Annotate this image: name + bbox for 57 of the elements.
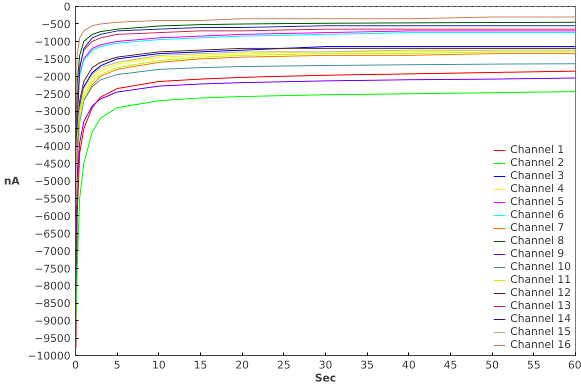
legend-label: Channel 12	[510, 286, 571, 299]
x-tick-label: 40	[402, 358, 416, 372]
y-tick-label: −7000	[34, 244, 71, 258]
y-tick-label: −7500	[34, 262, 71, 276]
y-tick-label: −5000	[34, 175, 71, 188]
line-series	[79, 46, 576, 106]
x-tick-label: 60	[568, 358, 581, 372]
x-tick-label: 15	[194, 358, 208, 372]
x-tick-label: 0	[72, 358, 80, 372]
y-tick-label: −10000	[28, 350, 71, 362]
y-tick-label: −8000	[34, 280, 71, 293]
legend-label: Channel 11	[510, 273, 571, 286]
y-tick-label: −3500	[34, 122, 71, 136]
x-tick-label: 50	[485, 358, 500, 372]
legend-label: Channel 8	[510, 234, 564, 247]
y-tick-label: −6000	[34, 210, 71, 223]
line-series	[76, 91, 576, 322]
y-tick-label: −3000	[34, 105, 71, 118]
y-tick-label: −2000	[34, 70, 71, 84]
y-tick-label: −8500	[34, 297, 71, 310]
y-tick-label: −1500	[34, 52, 71, 66]
y-tick-label: −9500	[34, 332, 71, 346]
x-tick-label: 25	[277, 358, 291, 372]
y-tick-label: −4000	[34, 140, 71, 154]
legend-label: Channel 16	[510, 338, 571, 351]
x-tick-label: 45	[444, 358, 458, 372]
legend-label: Channel 10	[510, 260, 571, 273]
y-tick-label: −9000	[34, 314, 71, 328]
line-series	[76, 70, 576, 350]
x-tick-label: 10	[152, 358, 166, 372]
legend-label: Channel 14	[510, 312, 571, 325]
legend-label: Channel 5	[510, 195, 564, 208]
legend-label: Channel 2	[510, 156, 564, 169]
x-tick-label: 5	[114, 358, 121, 372]
y-tick-label: −1000	[34, 35, 71, 48]
y-tick-label: −4500	[34, 158, 71, 171]
y-tick-label: −5500	[34, 192, 71, 206]
y-tick-label: −500	[41, 18, 71, 31]
y-axis-title: nA	[4, 174, 20, 188]
legend-label: Channel 4	[510, 182, 564, 195]
x-tick-label: 35	[360, 358, 374, 372]
y-tick-label: −6500	[34, 227, 71, 240]
x-axis-title: Sec	[314, 372, 336, 384]
x-tick-label: 30	[318, 358, 332, 372]
legend-label: Channel 1	[510, 143, 564, 156]
legend-label: Channel 6	[510, 208, 564, 221]
line-series	[76, 16, 576, 112]
legend-label: Channel 9	[510, 247, 564, 260]
x-tick-label: 55	[527, 358, 541, 372]
legend-label: Channel 3	[510, 169, 564, 182]
legend-label: Channel 13	[510, 299, 571, 312]
line-series	[76, 25, 576, 286]
legend-label: Channel 15	[510, 325, 571, 338]
y-tick-label: 0	[64, 0, 71, 14]
x-tick-label: 20	[235, 358, 250, 372]
y-tick-label: −2500	[34, 88, 71, 101]
legend-label: Channel 7	[510, 221, 564, 234]
